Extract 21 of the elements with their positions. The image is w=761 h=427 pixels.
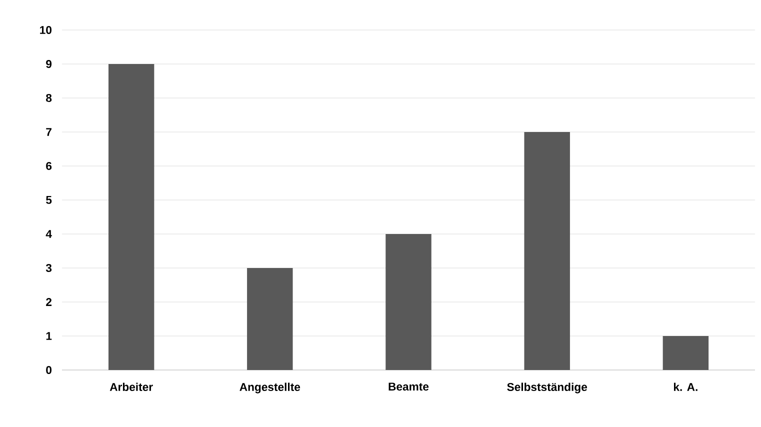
- bar: [247, 268, 293, 370]
- x-tick-label: Angestellte: [240, 382, 300, 394]
- y-tick-label: 1: [46, 332, 52, 340]
- y-tick-label: 8: [46, 94, 52, 102]
- bar: [662, 336, 709, 370]
- y-tick-label: 5: [46, 196, 52, 204]
- y-tick-label: 3: [46, 264, 52, 272]
- bar: [524, 132, 570, 370]
- y-tick-label: 4: [46, 230, 52, 238]
- x-tick-label: k. A.: [674, 382, 698, 391]
- y-tick-label: 7: [46, 128, 52, 136]
- bar: [386, 234, 432, 370]
- y-tick-label: 9: [46, 60, 52, 68]
- x-tick-label: Arbeiter: [110, 382, 153, 392]
- y-tick-label: 0: [46, 366, 52, 374]
- y-tick-label: 2: [46, 298, 52, 306]
- y-tick-label: 6: [46, 162, 52, 170]
- y-tick-label: 10: [40, 26, 52, 34]
- bar: [108, 64, 154, 370]
- x-tick-label: Beamte: [388, 382, 429, 391]
- x-tick-label: Selbstständige: [507, 382, 588, 394]
